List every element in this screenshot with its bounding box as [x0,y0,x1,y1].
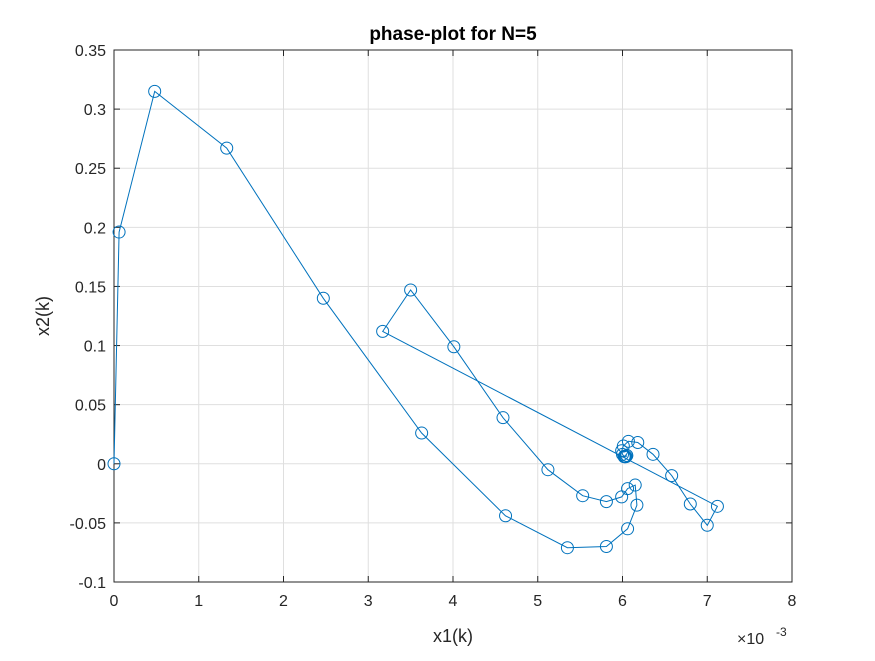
y-tick-label: 0 [97,457,106,474]
x-tick-label: 1 [194,593,203,610]
y-tick-label: 0.25 [75,161,106,178]
y-tick-label: -0.05 [70,516,107,533]
data-point-marker [107,457,121,471]
series-1 [107,84,724,555]
data-point-marker [376,324,390,338]
x-tick-label: 5 [533,593,542,610]
y-tick-label: 0.2 [84,220,106,237]
y-tick-label: 0.1 [84,339,106,356]
y-axis-label: x2(k) [33,296,53,336]
y-tick-label: -0.1 [78,575,106,592]
data-point-marker [576,489,590,503]
data-point-marker [665,469,679,483]
data-point-marker [631,435,645,449]
data-point-marker [621,522,635,536]
chart-title: phase-plot for N=5 [369,24,537,45]
data-point-marker [700,518,714,532]
y-tick-label: 0.05 [75,398,106,415]
data-point-marker [599,495,613,509]
x-tick-labels: 0 1 2 3 4 5 6 7 8 [110,593,797,610]
y-tick-labels: -0.1 -0.05 0 0.05 0.1 0.15 0.2 0.25 0.3 0.35 [70,43,107,592]
data-point-marker [447,340,461,354]
data-point-marker [415,426,429,440]
data-point-marker [148,84,162,98]
x-exponent-multiplier: ×10 [737,631,764,648]
data-point-marker [404,283,418,297]
data-point-marker [618,450,632,464]
x-axis-label: x1(k) [433,626,473,646]
data-point-marker [541,463,555,477]
x-tick-label: 3 [364,593,373,610]
y-tick-label: 0.3 [84,102,106,119]
x-tick-label: 6 [618,593,627,610]
data-point-marker [710,499,724,513]
data-point-marker [316,291,330,305]
data-point-marker [615,490,629,504]
data-point-marker [646,447,660,461]
x-tick-label: 8 [788,593,797,610]
x-tick-label: 7 [703,593,712,610]
y-tick-label: 0.15 [75,279,106,296]
data-point-marker [683,497,697,511]
x-tick-label: 4 [449,593,458,610]
y-tick-label: 0.35 [75,43,106,60]
x-tick-label: 2 [279,593,288,610]
x-exponent-power: -3 [776,625,787,639]
data-point-marker [620,449,634,463]
data-point-marker [499,509,513,523]
data-point-marker [599,540,613,554]
data-point-marker [628,478,642,492]
data-point-marker [496,411,510,425]
data-point-marker [630,498,644,512]
x-tick-label: 0 [110,593,119,610]
data-point-marker [112,225,126,239]
data-point-marker [220,141,234,155]
data-point-marker [560,541,574,555]
data-point-marker [621,434,635,448]
